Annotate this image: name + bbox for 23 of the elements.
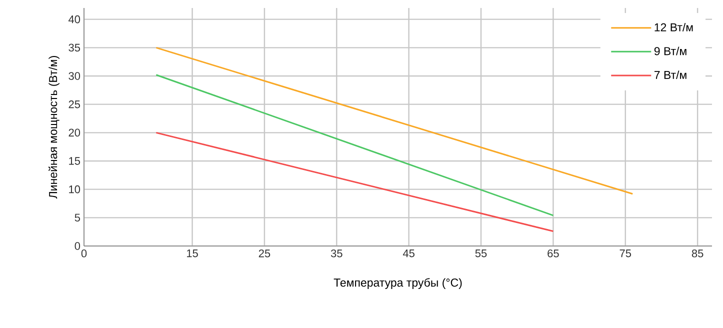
legend-label: 7 Вт/м xyxy=(654,70,686,80)
y-tick-label: 20 xyxy=(68,128,80,137)
legend-label: 9 Вт/м xyxy=(654,46,686,56)
legend-label: 12 Вт/м xyxy=(654,22,693,32)
x-tick-label: 35 xyxy=(330,250,342,258)
y-tick-label: 35 xyxy=(68,44,80,52)
x-tick-label: 45 xyxy=(402,250,414,258)
x-tick-label: 65 xyxy=(548,250,559,258)
y-tick-label: 30 xyxy=(68,72,80,80)
x-tick-label: 75 xyxy=(620,250,632,258)
x-axis-title: Температура трубы (°C) xyxy=(334,278,462,289)
y-tick-label: 25 xyxy=(68,100,80,108)
y-axis-title: Линейная мощность (Вт/м) xyxy=(48,56,60,199)
y-tick-label: 5 xyxy=(74,214,80,222)
x-tick-label: 0 xyxy=(81,250,87,258)
y-tick-label: 15 xyxy=(69,157,80,165)
y-tick-label: 40 xyxy=(68,15,80,24)
y-tick-label: 10 xyxy=(69,185,80,194)
x-tick-label: 15 xyxy=(187,250,198,258)
x-tick-label: 55 xyxy=(475,250,487,258)
x-tick-label: 85 xyxy=(692,250,704,258)
x-tick-label: 25 xyxy=(258,250,270,258)
y-tick-label: 0 xyxy=(74,242,80,250)
